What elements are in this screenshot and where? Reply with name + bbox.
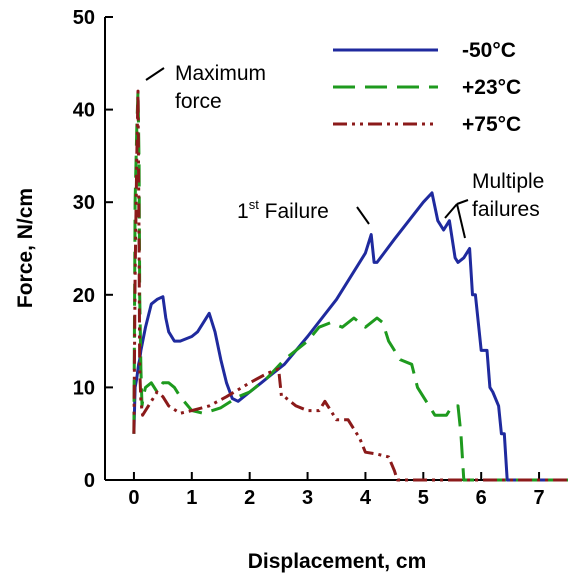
annotation-max-force-2: force [175, 90, 222, 113]
legend-label-1: -50°C [462, 39, 516, 62]
series-layer [132, 89, 568, 482]
annotation-multiple-2: failures [472, 198, 540, 221]
annotation-multiple-1: Multiple [472, 170, 544, 193]
x-tick-label: 7 [534, 487, 545, 509]
annotation-multiple-leader-3 [456, 203, 466, 239]
axes: 0 10 20 30 40 50 0 1 2 3 4 5 6 7 Displacement, cm Force… [14, 7, 568, 573]
annotation-multiple-leader-1 [456, 199, 469, 205]
y-tick-label: 20 [73, 285, 95, 307]
annotation-max-force-1: Maximum [175, 62, 266, 85]
series-line-3 [132, 89, 568, 482]
series-line-1 [132, 191, 568, 482]
legend-label-3: +75°C [462, 113, 521, 136]
x-axis-label: Displacement, cm [248, 550, 427, 573]
y-tick-label: 0 [84, 470, 95, 492]
annotations: Maximum force 1st Failure Multiple failu… [145, 62, 544, 239]
y-tick-label: 50 [73, 7, 95, 29]
x-tick-label: 0 [128, 487, 139, 509]
legend: -50°C +23°C +75°C [333, 39, 521, 136]
annotation-multiple-leader-2 [444, 203, 458, 219]
x-tick-label: 1 [186, 487, 197, 509]
annotation-first-failure: 1st Failure [237, 197, 329, 223]
x-tick-label: 2 [244, 487, 255, 509]
legend-label-2: +23°C [462, 76, 521, 99]
x-tick-label: 5 [418, 487, 429, 509]
y-tick-label: 10 [73, 377, 95, 399]
annotation-max-force-leader [145, 67, 165, 81]
x-tick-label: 6 [476, 487, 487, 509]
y-tick-label: 30 [73, 192, 95, 214]
y-axis-label: Force, N/cm [14, 188, 37, 308]
y-tick-label: 40 [73, 100, 95, 122]
x-tick-label: 3 [302, 487, 313, 509]
annotation-first-failure-leader [356, 206, 370, 225]
x-tick-label: 4 [360, 487, 372, 509]
